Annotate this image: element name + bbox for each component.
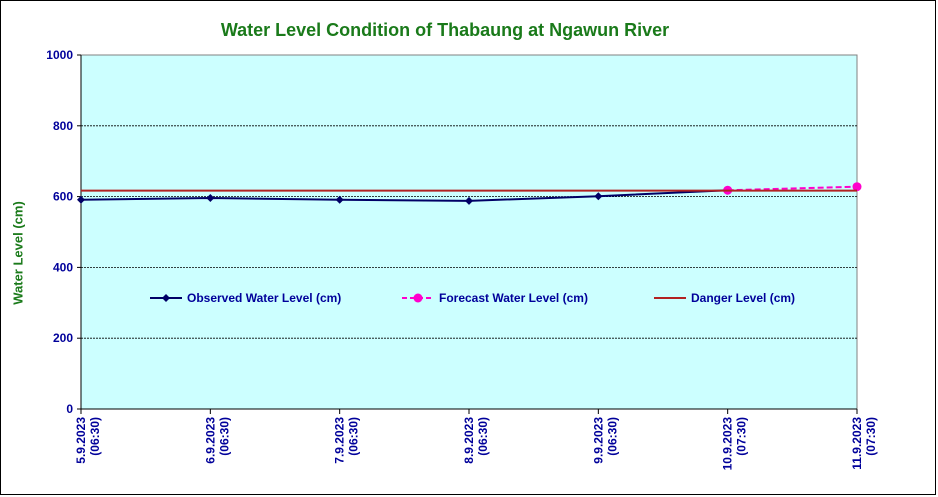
observed-water-level-cm-point (594, 192, 603, 201)
observed-water-level-cm-point (77, 195, 85, 204)
y-tick-label: 200 (53, 331, 73, 345)
y-tick-label: 800 (53, 119, 73, 133)
chart-title: Water Level Condition of Thabaung at Nga… (220, 20, 670, 40)
plot-area (80, 54, 858, 410)
observed-water-level-cm-point (206, 194, 215, 203)
y-tick-label: 400 (53, 260, 73, 274)
x-tick-label: 7.9.2023(06:30) (333, 417, 361, 464)
x-tick-label: 8.9.2023(06:30) (462, 417, 490, 464)
x-tick-label: 10.9.2023(07:30) (721, 417, 749, 471)
y-tick-label: 1000 (46, 48, 73, 62)
observed-water-level-cm-line (80, 189, 728, 202)
observed-water-level-cm-point (465, 196, 473, 205)
legend-forecast-water-level-cm-marker (413, 293, 423, 303)
x-tick-label: 11.9.2023(07:30) (850, 417, 878, 470)
legend-danger-level-cm-label: Danger Level (cm) (691, 291, 795, 305)
y-tick-label: 0 (66, 402, 73, 416)
x-tick-label: 5.9.2023(06:30) (74, 417, 102, 464)
legend-observed-water-level-cm-marker (162, 294, 170, 302)
observed-water-level-cm-point (335, 195, 344, 204)
forecast-water-level-cm-point (852, 182, 862, 192)
x-tick-label: 6.9.2023(06:30) (203, 417, 231, 464)
x-tick-label: 9.9.2023(06:30) (591, 417, 619, 464)
legend-forecast-water-level-cm-label: Forecast Water Level (cm) (439, 291, 588, 305)
y-tick-label: 600 (53, 190, 73, 204)
legend-observed-water-level-cm-label: Observed Water Level (cm) (187, 291, 341, 305)
